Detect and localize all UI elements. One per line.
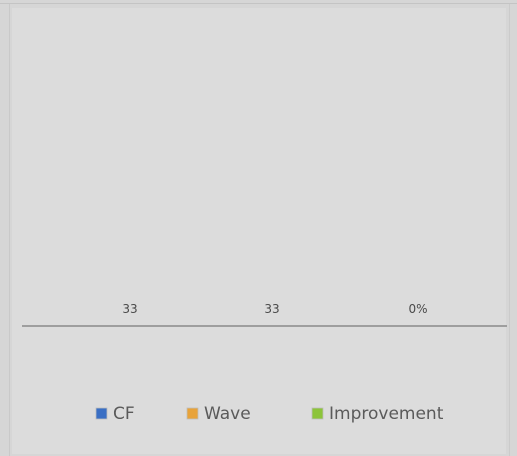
legend-swatch-cf <box>95 407 108 420</box>
data-labels: 33 33 0% <box>122 302 427 316</box>
plot-area <box>12 8 506 454</box>
legend-label-cf: CF <box>113 404 135 424</box>
legend-item-improvement: Improvement <box>311 404 444 424</box>
frame-right-border <box>509 4 510 456</box>
legend: CF Wave Improvement <box>95 404 444 424</box>
legend-item-cf: CF <box>95 404 135 424</box>
legend-swatch-wave <box>186 407 199 420</box>
legend-label-wave: Wave <box>204 404 251 424</box>
data-label-wave: 33 <box>264 302 279 316</box>
legend-item-wave: Wave <box>186 404 251 424</box>
frame-left-border <box>9 4 10 456</box>
legend-label-improvement: Improvement <box>329 404 444 424</box>
data-label-cf: 33 <box>122 302 137 316</box>
data-label-improvement: 0% <box>408 302 427 316</box>
legend-swatch-improvement <box>311 407 324 420</box>
frame-top-border <box>0 3 517 4</box>
